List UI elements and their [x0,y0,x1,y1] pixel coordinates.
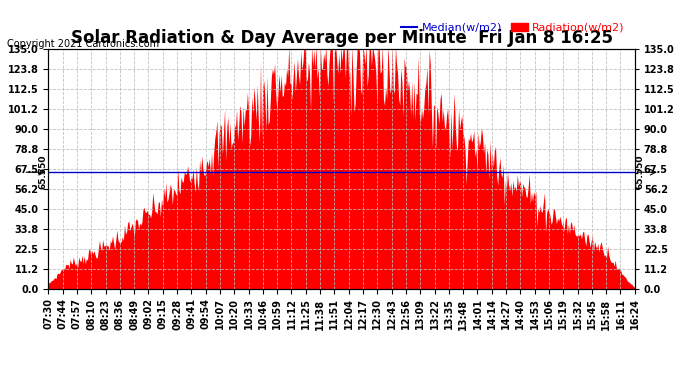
Legend: Median(w/m2), Radiation(w/m2): Median(w/m2), Radiation(w/m2) [396,18,629,37]
Text: Copyright 2021 Cartronics.com: Copyright 2021 Cartronics.com [7,39,159,50]
Text: 65.550: 65.550 [39,155,48,189]
Text: 65.550: 65.550 [635,155,644,189]
Title: Solar Radiation & Day Average per Minute  Fri Jan 8 16:25: Solar Radiation & Day Average per Minute… [70,29,613,47]
